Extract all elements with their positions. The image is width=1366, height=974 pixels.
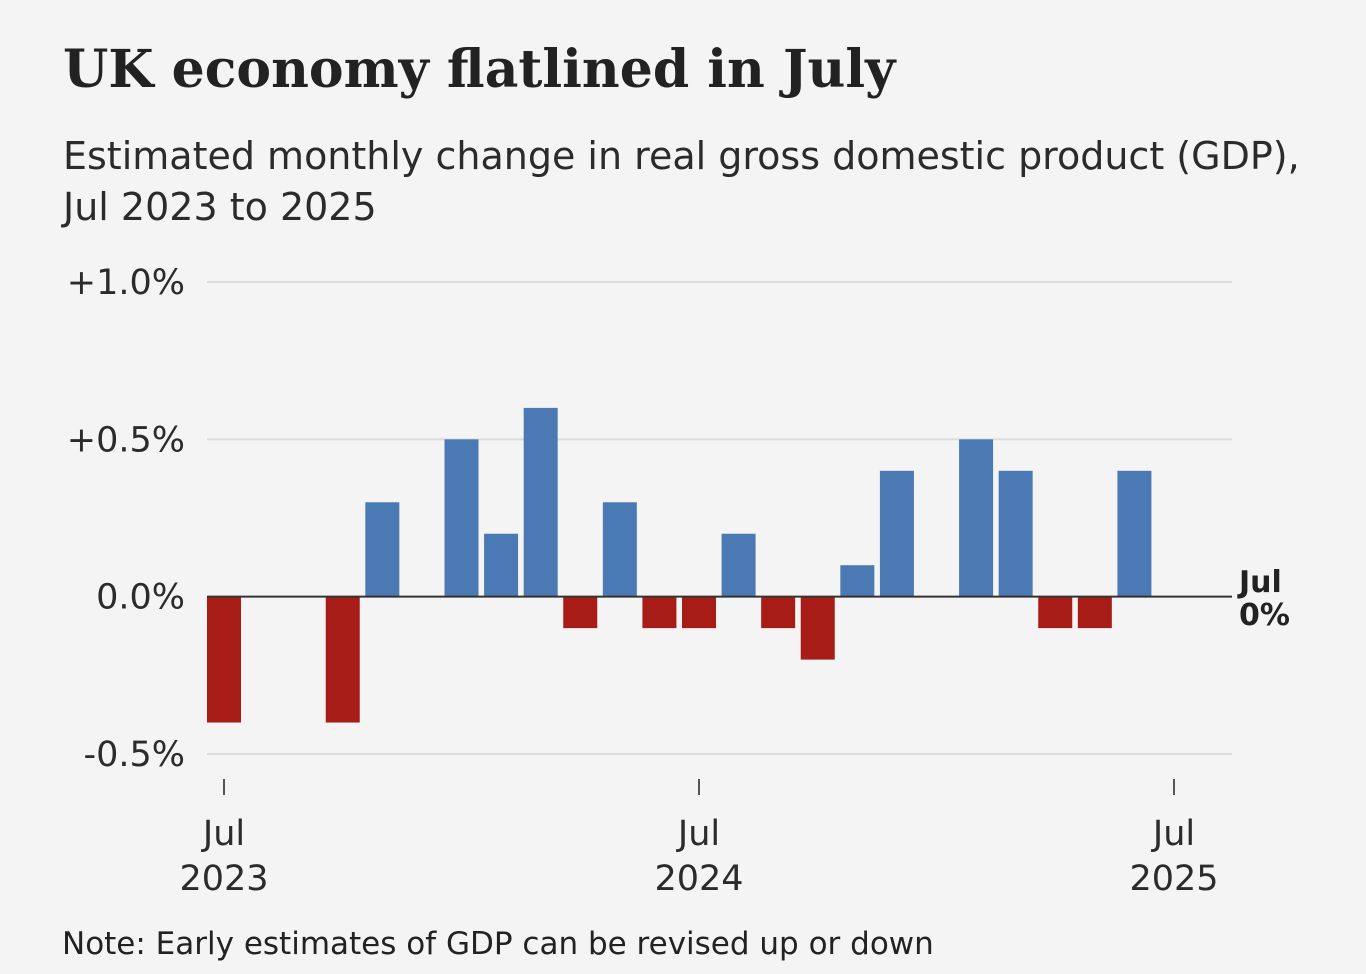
bar-sep-2024 [761, 596, 796, 629]
bar-feb-2024 [484, 533, 519, 597]
bar-apr-2025 [1038, 596, 1073, 629]
footnote: Note: Early estimates of GDP can be revi… [62, 926, 934, 962]
bar-aug-2024 [721, 533, 756, 597]
y-axis-tick-labels: +1.0% +0.5% 0.0% -0.5% [67, 263, 185, 775]
bar-mar-2024 [523, 407, 558, 597]
x-tick-label-month: Jul [1151, 814, 1195, 854]
bar-may-2024 [602, 502, 637, 597]
bar-may-2025 [1077, 596, 1112, 629]
chart-subtitle: Estimated monthly change in real gross d… [63, 134, 1300, 229]
x-tick-label-month: Jul [201, 814, 245, 854]
x-tick-label-year: 2024 [654, 859, 743, 899]
bar-jun-2025 [1117, 470, 1152, 597]
bar-jun-2024 [642, 596, 677, 629]
bar-mar-2025 [998, 470, 1033, 597]
bar-jul-2024 [682, 596, 716, 629]
bar-nov-2024 [840, 565, 875, 597]
y-tick-label: +1.0% [67, 263, 185, 303]
bars [207, 407, 1152, 723]
x-tick-label-year: 2025 [1129, 859, 1218, 899]
y-tick-label: -0.5% [83, 735, 185, 775]
bar-feb-2025 [959, 439, 994, 597]
annotation-value: 0% [1239, 598, 1290, 633]
y-tick-label: 0.0% [96, 578, 185, 618]
bar-jan-2024 [444, 439, 479, 597]
bar-jul-2023 [207, 596, 241, 723]
x-axis-ticks: Jul 2023 Jul 2024 Jul 2025 [179, 779, 1219, 899]
x-tick-label-month: Jul [676, 814, 720, 854]
chart-title: UK economy flatlined in July [63, 39, 896, 100]
bar-oct-2024 [800, 596, 835, 660]
bar-nov-2023 [365, 502, 400, 597]
annotation-month: Jul [1237, 565, 1282, 600]
gridlines [207, 281, 1232, 755]
bar-apr-2024 [563, 596, 598, 629]
y-tick-label: +0.5% [67, 420, 185, 460]
bar-oct-2023 [325, 596, 360, 723]
bar-dec-2024 [879, 470, 914, 597]
x-tick-label-year: 2023 [179, 859, 268, 899]
